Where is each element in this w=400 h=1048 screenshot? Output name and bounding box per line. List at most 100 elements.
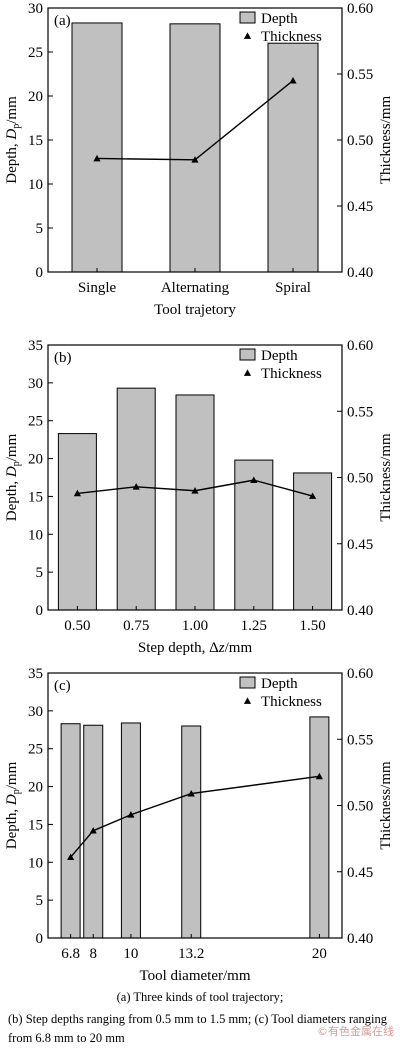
x-tick-label: 1.00 — [182, 618, 208, 634]
right-tick-label: 0.45 — [347, 199, 373, 215]
watermark: ©有色金属在线 — [317, 1025, 394, 1038]
panel-label: (a) — [54, 13, 71, 29]
left-tick-label: 15 — [28, 489, 43, 505]
bar-depth-0 — [57, 433, 97, 611]
thickness-marker-0 — [73, 489, 81, 497]
left-tick-label: 20 — [28, 89, 43, 105]
left-tick-label: 5 — [36, 893, 44, 909]
left-tick-label: 15 — [28, 133, 43, 149]
x-tick-label: 8 — [89, 946, 97, 962]
right-tick-label: 0.50 — [347, 133, 373, 149]
left-tick-label: 20 — [28, 452, 43, 468]
thickness-marker-0 — [67, 853, 75, 861]
legend-depth-label: Depth — [261, 676, 298, 692]
right-tick-label: 0.50 — [347, 471, 373, 487]
y-axis-title-right: Thickness/mm — [378, 96, 394, 185]
thickness-marker-4 — [309, 492, 317, 499]
bar-depth-0 — [60, 723, 81, 939]
left-tick-label: 10 — [28, 527, 43, 543]
bar-depth-4 — [309, 716, 330, 939]
left-tick-label: 35 — [28, 338, 43, 354]
x-tick-label: 20 — [312, 946, 327, 962]
thickness-marker-4 — [315, 772, 323, 780]
bar-depth-2 — [120, 722, 141, 939]
left-tick-label: 30 — [28, 1, 43, 17]
legend-depth-label: Depth — [261, 11, 298, 27]
legend-thickness-label: Thickness — [261, 29, 322, 45]
right-tick-label: 0.40 — [347, 603, 373, 619]
right-tick-label: 0.50 — [347, 799, 373, 815]
left-tick-label: 0 — [36, 265, 44, 281]
right-tick-label: 0.60 — [347, 338, 373, 354]
left-tick-label: 20 — [28, 780, 43, 796]
thickness-marker-2 — [127, 811, 135, 818]
legend-thickness-marker — [243, 369, 252, 376]
panel-label: (b) — [54, 350, 72, 366]
thickness-marker-1 — [89, 827, 97, 834]
thickness-marker-1 — [191, 156, 199, 163]
x-tick-label: 0.50 — [64, 618, 90, 634]
x-tick-label: Single — [78, 280, 117, 296]
x-tick-label: 1.25 — [241, 618, 267, 634]
left-tick-label: 15 — [28, 817, 43, 833]
legend-depth-swatch — [239, 11, 256, 24]
chart-panel-2: 0 5 10 15 20 25 30 35 0.40 0.45 0.50 0.55 0.60 6.8 8 10… — [4, 666, 394, 984]
left-tick-label: 10 — [28, 855, 43, 871]
right-tick-label: 0.40 — [347, 265, 373, 281]
left-tick-label: 10 — [28, 177, 43, 193]
x-axis-title: Tool diameter/mm — [139, 968, 250, 984]
x-tick-label: Alternating — [161, 280, 230, 296]
left-tick-label: 35 — [28, 666, 43, 682]
left-tick-label: 0 — [36, 603, 44, 619]
right-tick-label: 0.45 — [347, 537, 373, 553]
legend-thickness-marker — [243, 32, 252, 39]
legend-depth-swatch — [239, 348, 256, 361]
legend-depth-swatch — [239, 676, 256, 689]
y-axis-title-left: Depth, Dp/mm — [4, 96, 22, 184]
y-axis-title-right: Thickness/mm — [378, 433, 394, 522]
y-axis-title-right: Thickness/mm — [378, 761, 394, 850]
left-tick-label: 0 — [36, 931, 44, 947]
right-tick-label: 0.55 — [347, 67, 373, 83]
right-tick-label: 0.55 — [347, 404, 373, 420]
panel-label: (c) — [54, 678, 71, 694]
right-tick-label: 0.55 — [347, 732, 373, 748]
legend-thickness-marker — [243, 697, 252, 704]
chart-panel-0: 0 5 10 15 20 25 30 0.40 0.45 0.50 0.55 0.60 Single Al… — [4, 1, 394, 318]
x-tick-label: 0.75 — [123, 618, 149, 634]
y-axis-title-left: Depth, Dp/mm — [4, 761, 22, 849]
x-axis-title: Tool trajetory — [154, 302, 236, 318]
x-tick-label: 13.2 — [178, 946, 204, 962]
bar-depth-0 — [71, 22, 123, 273]
right-tick-label: 0.60 — [347, 666, 373, 682]
x-axis-title: Step depth, Δz/mm — [138, 640, 253, 656]
bar-depth-3 — [181, 725, 202, 939]
x-tick-label: 6.8 — [61, 946, 80, 962]
x-tick-label: Spiral — [275, 280, 311, 296]
thickness-marker-3 — [250, 476, 258, 484]
left-tick-label: 30 — [28, 704, 43, 720]
thickness-marker-1 — [132, 483, 140, 490]
figure-canvas: 0 5 10 15 20 25 30 0.40 0.45 0.50 0.55 0.60 Single Al… — [4, 1, 394, 984]
x-tick-label: 10 — [123, 946, 138, 962]
left-tick-label: 5 — [36, 221, 44, 237]
legend-thickness-label: Thickness — [261, 694, 322, 710]
right-tick-label: 0.45 — [347, 865, 373, 881]
left-tick-label: 5 — [36, 565, 44, 581]
left-tick-label: 30 — [28, 376, 43, 392]
caption-line-1: (a) Three kinds of tool trajectory; — [116, 990, 284, 1004]
thickness-marker-2 — [289, 77, 297, 84]
left-tick-label: 25 — [28, 414, 43, 430]
caption-line-2: (b) Step depths ranging from 0.5 mm to 1… — [8, 1012, 388, 1045]
right-tick-label: 0.60 — [347, 1, 373, 17]
right-tick-label: 0.40 — [347, 931, 373, 947]
bar-depth-1 — [116, 387, 156, 611]
bar-depth-1 — [169, 23, 221, 273]
legend-depth-label: Depth — [261, 348, 298, 364]
bar-depth-2 — [175, 394, 215, 611]
thickness-marker-2 — [191, 487, 199, 494]
legend-thickness-label: Thickness — [261, 366, 322, 382]
thickness-marker-3 — [187, 789, 195, 797]
x-tick-label: 1.50 — [299, 618, 325, 634]
thickness-marker-0 — [93, 154, 101, 162]
